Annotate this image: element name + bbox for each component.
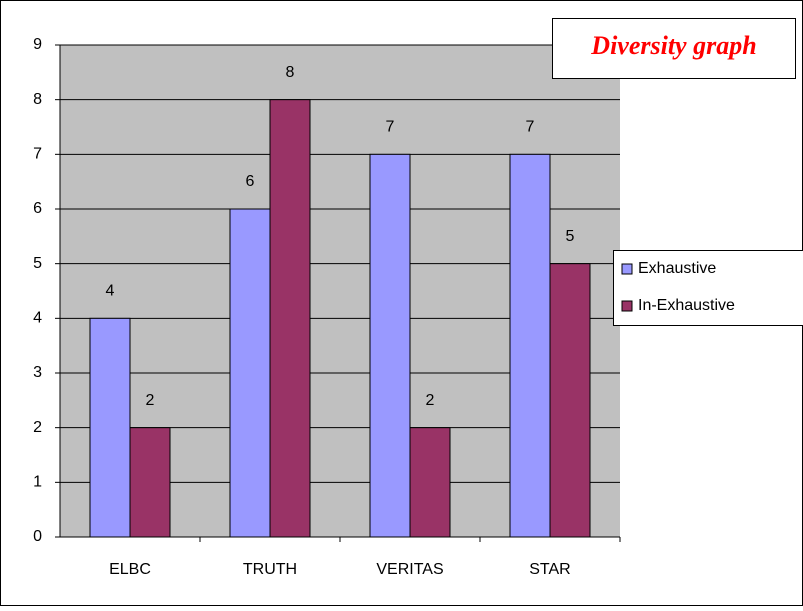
x-tick-label: TRUTH bbox=[243, 561, 297, 578]
legend-label: Exhaustive bbox=[638, 260, 716, 277]
data-label: 8 bbox=[286, 64, 295, 81]
x-tick-label: VERITAS bbox=[376, 561, 443, 578]
y-tick-label: 2 bbox=[33, 419, 42, 436]
bar bbox=[270, 100, 310, 537]
data-label: 7 bbox=[526, 119, 535, 136]
y-tick-label: 9 bbox=[33, 36, 42, 53]
y-tick-label: 6 bbox=[33, 200, 42, 217]
y-tick-label: 0 bbox=[33, 528, 42, 545]
data-label: 4 bbox=[106, 283, 115, 300]
legend-swatch bbox=[622, 264, 632, 274]
data-label: 7 bbox=[386, 119, 395, 136]
chart-title: Diversity graph bbox=[590, 31, 756, 60]
bar bbox=[130, 428, 170, 537]
bar bbox=[230, 209, 270, 537]
y-tick-label: 5 bbox=[33, 255, 42, 272]
bar bbox=[550, 264, 590, 537]
y-tick-label: 4 bbox=[33, 310, 42, 327]
y-tick-label: 7 bbox=[33, 146, 42, 163]
x-tick-label: STAR bbox=[529, 561, 570, 578]
y-tick-label: 3 bbox=[33, 364, 42, 381]
data-label: 2 bbox=[426, 392, 435, 409]
bar bbox=[90, 318, 130, 537]
bar bbox=[510, 154, 550, 537]
legend-label: In-Exhaustive bbox=[638, 297, 735, 314]
bar bbox=[370, 154, 410, 537]
bar bbox=[410, 428, 450, 537]
y-tick-label: 8 bbox=[33, 91, 42, 108]
legend-swatch bbox=[622, 301, 632, 311]
y-tick-label: 1 bbox=[33, 474, 42, 491]
data-label: 2 bbox=[146, 392, 155, 409]
data-label: 5 bbox=[566, 228, 575, 245]
x-tick-label: ELBC bbox=[109, 561, 151, 578]
data-label: 6 bbox=[246, 173, 255, 190]
